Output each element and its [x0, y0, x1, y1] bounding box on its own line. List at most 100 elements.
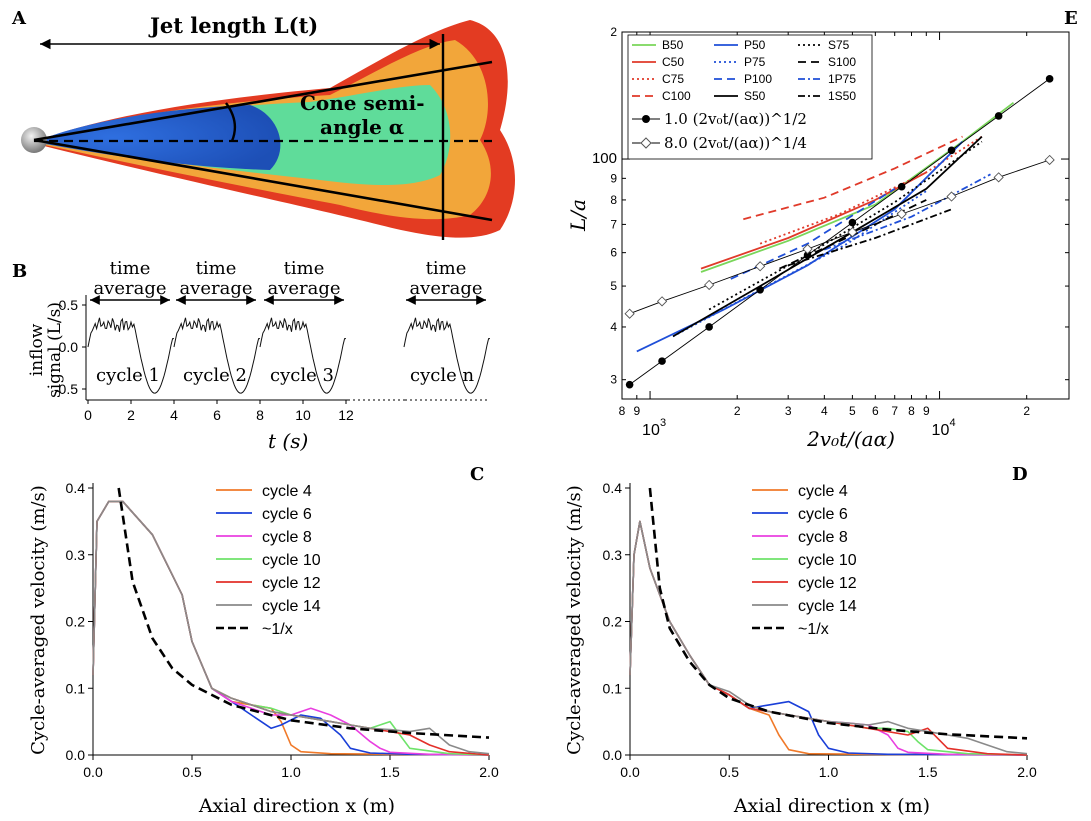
- e-fit-marker-diamond: [946, 191, 957, 202]
- panel-b-letter: B: [12, 261, 27, 282]
- cycle-label: cycle n: [410, 365, 474, 386]
- C-legend-label: ~1/x: [262, 621, 293, 638]
- D-legend-label: cycle 12: [798, 575, 857, 592]
- e-fit-marker-diamond: [993, 172, 1004, 183]
- panel-c-letter: C: [470, 464, 484, 485]
- panel-e-xlabel: 2v₀t/(aα): [806, 427, 895, 451]
- C-legend-label: cycle 8: [262, 529, 312, 546]
- legend-label: S75: [828, 38, 850, 52]
- D-series-line: [648, 487, 1028, 740]
- D-xtick-label: 1.5: [918, 764, 938, 780]
- C-ytick-label: 0.4: [66, 480, 86, 496]
- C-legend-label: cycle 4: [262, 483, 312, 500]
- C-ytick-label: 0.1: [66, 680, 86, 696]
- legend-label: P50: [744, 38, 766, 52]
- C-ytick-label: 0.2: [66, 614, 86, 630]
- C-xtick-label: 0.0: [83, 764, 103, 780]
- cycle-label: cycle 1: [96, 365, 160, 386]
- e-fit-marker-circle: [658, 357, 666, 365]
- legend-label: S100: [828, 55, 856, 69]
- e-ytick-label: 8: [610, 193, 617, 207]
- e-fit-marker-diamond: [704, 279, 715, 291]
- e-xtick-label: 2: [734, 404, 741, 418]
- panel-b-ytick-label: -0.5: [54, 381, 78, 397]
- C-xtick-label: 1.0: [281, 764, 301, 780]
- panel-b-xtick-label: 8: [256, 407, 264, 423]
- panel-e-frame: [621, 31, 1070, 400]
- time-average-arrows: timeaveragetimeaveragetimeaveragetimeave…: [90, 258, 486, 305]
- D-ytick-label: 0.2: [603, 614, 623, 630]
- e-ytick-label: 2: [610, 25, 617, 39]
- C-legend-label: cycle 14: [262, 598, 321, 615]
- legend-label: C100: [662, 89, 691, 103]
- D-ytick-label: 0.0: [603, 747, 623, 763]
- C-legend-label: cycle 6: [262, 506, 312, 523]
- e-series-1p75: [823, 173, 991, 251]
- time-average-label: time: [426, 258, 467, 279]
- C-series-line: [92, 500, 490, 755]
- time-average-label: average: [409, 278, 482, 299]
- e-fit-marker-circle: [848, 218, 857, 227]
- e-fit-marker-circle: [994, 112, 1003, 120]
- D-legend-label: cycle 6: [798, 506, 848, 523]
- panel-e-legend-items: B50 C50 C75 C100 P50 P75 P100 S50 S75 S100 1P75 1S5…: [632, 38, 856, 152]
- inflow-signal: [87, 317, 490, 394]
- legend-fit-label: 1.0 (2v₀t/(aα))^1/2: [664, 110, 807, 128]
- e-xtick-label: 7: [891, 404, 898, 418]
- legend-label: 1S50: [828, 89, 856, 103]
- legend-label: B50: [662, 38, 684, 52]
- panel-c-xlabel: Axial direction x (m): [198, 795, 395, 817]
- legend-fit-marker: [640, 137, 652, 149]
- time-average-label: time: [110, 258, 151, 279]
- panel-b-ytick-label: 0.0: [59, 339, 79, 355]
- time-average-label: average: [93, 278, 166, 299]
- e-xtick-label: 9: [923, 404, 930, 418]
- D-xtick-label: 0.0: [620, 764, 640, 780]
- panel-b-xtick-label: 2: [127, 407, 135, 423]
- signal-cycle: [403, 317, 490, 394]
- legend-fit-marker: [642, 115, 650, 123]
- e-ytick-label: 5: [610, 279, 617, 293]
- D-legend-label: ~1/x: [798, 621, 829, 638]
- jet-length-label-bg: [138, 8, 338, 38]
- e-series-1s50: [787, 208, 952, 267]
- e-series-b50: [700, 101, 1015, 273]
- e-series-p50: [636, 140, 964, 353]
- jet-length-label: Jet length L(t): [148, 13, 318, 38]
- e-fit-marker-circle: [705, 323, 713, 331]
- legend-label: C75: [662, 72, 684, 86]
- e-fit-marker-diamond: [656, 296, 668, 307]
- D-xtick-label: 0.5: [720, 764, 740, 780]
- panel-b-ylabel-line2: signal (L/s): [45, 302, 65, 398]
- panel-b-xticks: 0 2 4 6 8 10 12: [84, 400, 354, 423]
- C-xtick-label: 0.5: [182, 764, 202, 780]
- panel-b-ytick-label: 0.5: [59, 297, 79, 313]
- e-fit-marker-diamond: [802, 243, 813, 255]
- D-xtick-label: 1.0: [819, 764, 839, 780]
- e-fit-marker-diamond: [1044, 154, 1055, 166]
- panel-b-xtick-label: 0: [84, 407, 92, 423]
- C-xtick-label: 2.0: [479, 764, 499, 780]
- panel-b-xtick-label: 4: [170, 407, 178, 423]
- legend-label: P100: [744, 72, 772, 86]
- panel-e-ylabel: L/a: [566, 199, 590, 232]
- time-average-label: average: [267, 278, 340, 299]
- time-average-label: time: [284, 258, 325, 279]
- panel-d-legend: cycle 4 cycle 6 cycle 8 cycle 10 cycle 12 cyc…: [752, 483, 857, 638]
- e-fit-marker-diamond: [847, 227, 858, 238]
- legend-fit-label: 8.0 (2v₀t/(aα))^1/4: [664, 134, 807, 152]
- C-legend-label: cycle 12: [262, 575, 321, 592]
- e-ytick-label: 3: [610, 373, 617, 387]
- D-legend-label: cycle 14: [798, 598, 857, 615]
- e-series-s50: [672, 135, 983, 338]
- panel-d: D 0.0 0.5 1.0 1.5 2.0 0.0 0.1 0.2 0.3 0.4 Axial d…: [564, 464, 1037, 817]
- D-legend-label: cycle 8: [798, 529, 848, 546]
- e-xtick-label: 8: [908, 404, 915, 418]
- e-series-c100: [743, 135, 963, 221]
- legend-label: 1P75: [828, 72, 856, 86]
- panel-b-yticks: 0.5 0.0 -0.5: [54, 297, 86, 397]
- e-xdecade-exponent: 3: [660, 417, 666, 429]
